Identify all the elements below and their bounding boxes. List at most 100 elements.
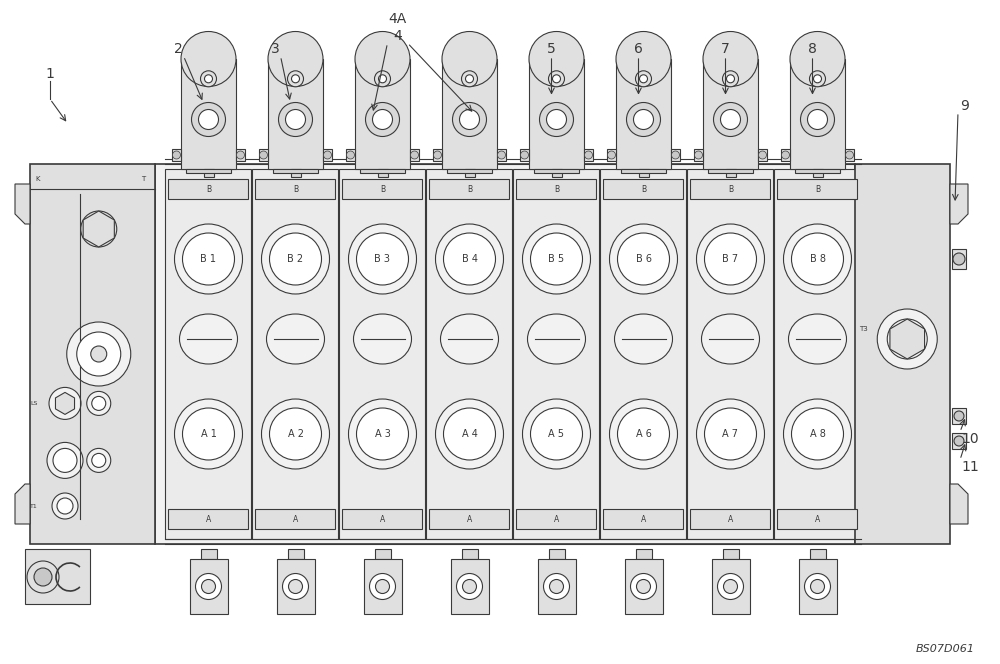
Text: B: B <box>206 185 211 193</box>
Bar <box>273 169 318 173</box>
Circle shape <box>800 102 834 137</box>
Text: B 7: B 7 <box>722 254 739 264</box>
Ellipse shape <box>702 314 760 364</box>
Bar <box>290 169 300 177</box>
Text: A 2: A 2 <box>288 429 304 439</box>
Circle shape <box>181 31 236 86</box>
Circle shape <box>355 31 410 86</box>
Text: B 8: B 8 <box>810 254 826 264</box>
Bar <box>777 179 857 199</box>
Circle shape <box>198 110 218 129</box>
Bar <box>952 408 966 424</box>
Circle shape <box>616 31 671 86</box>
Polygon shape <box>950 184 968 224</box>
Bar <box>600 169 686 539</box>
Circle shape <box>759 151 767 159</box>
Bar <box>155 164 855 544</box>
Circle shape <box>288 71 304 87</box>
Bar <box>442 59 497 169</box>
Circle shape <box>953 253 965 265</box>
Bar <box>497 149 506 161</box>
Bar <box>584 149 593 161</box>
Text: 4A: 4A <box>388 12 407 26</box>
Circle shape <box>324 151 332 159</box>
Circle shape <box>27 561 59 593</box>
Text: A: A <box>206 515 211 523</box>
Bar <box>364 559 402 614</box>
Circle shape <box>182 233 234 285</box>
Bar <box>621 169 666 173</box>
Bar <box>810 549 826 559</box>
Circle shape <box>292 75 300 83</box>
Circle shape <box>703 31 758 86</box>
Circle shape <box>782 151 790 159</box>
Circle shape <box>636 71 652 87</box>
Circle shape <box>366 102 400 137</box>
Bar <box>726 169 736 177</box>
Circle shape <box>634 110 654 129</box>
Circle shape <box>520 151 528 159</box>
Circle shape <box>374 71 390 87</box>
Bar <box>516 509 596 529</box>
Bar <box>777 509 857 529</box>
Bar <box>429 179 509 199</box>
Text: A: A <box>641 515 646 523</box>
Ellipse shape <box>522 399 590 469</box>
Circle shape <box>618 408 670 460</box>
Circle shape <box>792 233 844 285</box>
Text: T3: T3 <box>859 326 867 332</box>
Text: B: B <box>554 185 559 193</box>
Ellipse shape <box>262 399 330 469</box>
Ellipse shape <box>696 399 765 469</box>
Ellipse shape <box>610 224 678 294</box>
Bar <box>758 149 767 161</box>
Bar <box>25 549 90 604</box>
Text: 4: 4 <box>393 29 402 43</box>
Ellipse shape <box>784 399 852 469</box>
Circle shape <box>92 396 106 410</box>
Circle shape <box>434 151 442 159</box>
Circle shape <box>442 31 497 86</box>
Circle shape <box>270 408 322 460</box>
Bar <box>534 169 579 173</box>
Bar <box>690 179 770 199</box>
Text: A: A <box>467 515 472 523</box>
Bar <box>168 179 248 199</box>
Bar <box>516 179 596 199</box>
Circle shape <box>529 31 584 86</box>
Circle shape <box>810 71 826 87</box>
Bar <box>165 169 251 539</box>
Text: A 3: A 3 <box>375 429 390 439</box>
Bar <box>276 559 314 614</box>
Bar <box>204 169 214 177</box>
Circle shape <box>704 408 757 460</box>
Circle shape <box>288 580 302 594</box>
Bar <box>781 149 790 161</box>
Text: A 1: A 1 <box>201 429 216 439</box>
Ellipse shape <box>528 314 586 364</box>
Bar <box>795 169 840 173</box>
Circle shape <box>540 102 574 137</box>
Circle shape <box>637 580 650 594</box>
Ellipse shape <box>175 399 242 469</box>
Bar <box>255 509 335 529</box>
Bar <box>798 559 836 614</box>
Ellipse shape <box>180 314 238 364</box>
Bar <box>462 549 478 559</box>
Circle shape <box>278 102 312 137</box>
Circle shape <box>53 448 77 472</box>
Bar <box>288 549 304 559</box>
Circle shape <box>810 580 824 594</box>
Circle shape <box>694 151 702 159</box>
Circle shape <box>260 151 268 159</box>
Circle shape <box>237 151 244 159</box>
Circle shape <box>57 498 73 514</box>
Bar <box>268 59 323 169</box>
Text: A 6: A 6 <box>636 429 651 439</box>
Circle shape <box>376 580 390 594</box>
Text: A: A <box>554 515 559 523</box>
Text: B: B <box>815 185 820 193</box>
Bar <box>671 149 680 161</box>
Circle shape <box>91 346 107 362</box>
Circle shape <box>462 71 478 87</box>
